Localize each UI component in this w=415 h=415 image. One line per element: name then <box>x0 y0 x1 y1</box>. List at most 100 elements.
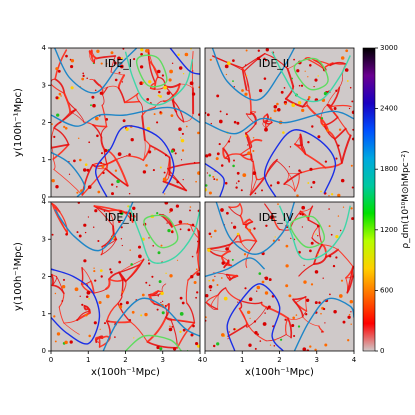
halo <box>314 270 319 274</box>
halo <box>207 248 211 252</box>
halo <box>171 326 174 328</box>
filament <box>249 175 267 196</box>
filament <box>124 211 133 218</box>
halo <box>159 166 162 169</box>
halo <box>216 152 220 156</box>
halo <box>195 342 199 346</box>
halo <box>132 206 136 210</box>
halo <box>145 281 148 284</box>
filament <box>168 156 171 176</box>
halo <box>312 180 316 184</box>
halo <box>88 141 91 144</box>
halo <box>316 224 320 228</box>
halo <box>276 102 279 106</box>
halo <box>156 308 159 311</box>
filament <box>141 115 146 141</box>
filament <box>249 138 263 145</box>
halo <box>247 144 249 146</box>
halo <box>153 113 156 116</box>
halo <box>256 290 258 292</box>
halo <box>254 331 258 335</box>
halo <box>264 312 266 314</box>
halo <box>297 325 301 328</box>
tick-label: 0 <box>42 193 46 201</box>
filament <box>54 49 68 80</box>
halo <box>55 96 59 100</box>
filament <box>217 287 227 296</box>
density-background <box>51 202 200 351</box>
halo <box>268 278 272 282</box>
halo <box>262 322 267 326</box>
halo <box>302 347 307 351</box>
halo <box>56 332 61 336</box>
halo <box>208 279 210 282</box>
halo <box>247 310 251 314</box>
halo <box>84 313 88 317</box>
halo <box>337 215 340 217</box>
filament <box>243 53 266 72</box>
filament <box>149 144 171 159</box>
halo <box>309 167 313 171</box>
panel-layers <box>51 48 200 197</box>
halo <box>178 220 183 224</box>
halo <box>205 188 208 192</box>
filament <box>224 153 242 159</box>
halo <box>205 294 209 298</box>
filament <box>167 168 171 176</box>
halo <box>119 64 124 69</box>
halo <box>338 294 343 298</box>
filament <box>288 173 296 192</box>
halo <box>114 336 116 338</box>
halo <box>83 223 87 227</box>
filament <box>262 121 267 129</box>
halo <box>307 76 309 78</box>
filament <box>222 147 231 163</box>
halo <box>105 294 110 299</box>
halo <box>235 182 238 184</box>
filament <box>165 316 195 324</box>
halo <box>195 268 198 271</box>
halo <box>198 86 200 89</box>
halo <box>160 302 162 304</box>
filament <box>205 301 219 310</box>
halo <box>118 56 121 59</box>
halo <box>291 103 295 107</box>
halo <box>195 296 198 299</box>
halo <box>76 231 79 234</box>
halo <box>82 74 85 78</box>
filament <box>106 302 119 322</box>
filament <box>245 226 258 243</box>
halo <box>342 320 346 324</box>
filament <box>125 258 145 282</box>
halo <box>146 98 150 101</box>
filament <box>123 100 141 104</box>
panel-ide-iv: IDE_IV <box>204 201 355 352</box>
x-axis-label: x(100h⁻¹Mpc) <box>245 367 314 378</box>
contour-line <box>125 334 182 351</box>
halo <box>192 324 195 328</box>
density-map <box>204 47 355 198</box>
contour-lines <box>51 48 200 197</box>
tick-label: 2 <box>42 119 46 127</box>
halo <box>279 338 283 341</box>
halo <box>68 173 71 175</box>
halo <box>133 337 135 339</box>
halo <box>346 80 349 82</box>
filament <box>304 153 327 169</box>
halo <box>285 244 289 248</box>
halo <box>351 217 354 221</box>
filament <box>100 136 106 150</box>
halo <box>93 267 95 269</box>
filament <box>183 112 194 123</box>
halo <box>151 275 154 278</box>
halo <box>60 95 62 97</box>
halo <box>277 108 281 112</box>
halo <box>161 311 165 315</box>
filament <box>175 111 185 123</box>
halo <box>120 57 124 60</box>
contour-line <box>51 151 86 197</box>
halo <box>328 195 330 197</box>
halo <box>310 186 313 189</box>
filament <box>162 180 188 192</box>
